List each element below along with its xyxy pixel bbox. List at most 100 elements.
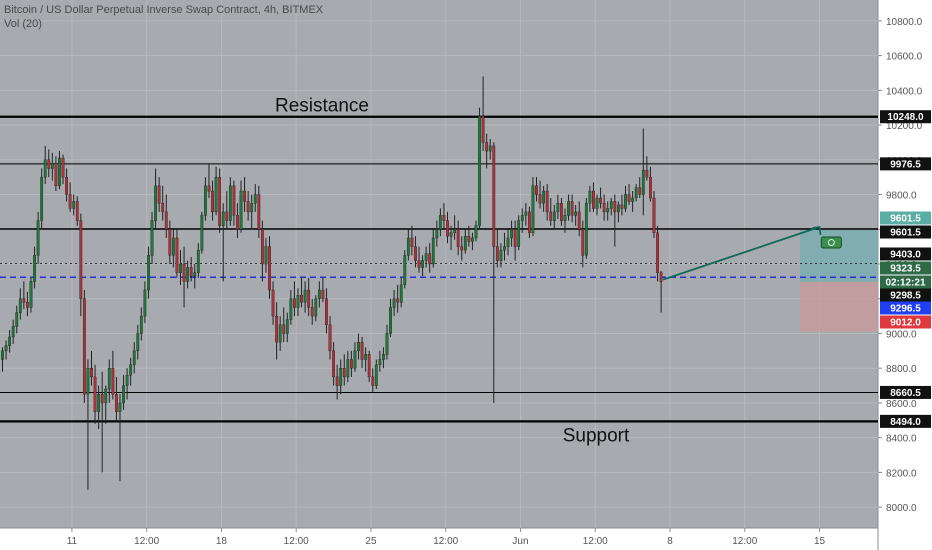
candle-body	[403, 255, 407, 286]
candle-body	[503, 246, 506, 251]
candle-body	[132, 350, 136, 365]
candle-body	[442, 215, 446, 221]
candle-body	[143, 289, 147, 317]
candle-body	[200, 215, 204, 251]
price-badge	[880, 261, 931, 275]
candle-body	[243, 190, 246, 202]
candle-body	[453, 229, 457, 233]
candle-body	[367, 354, 371, 378]
candle-body	[385, 333, 389, 355]
dollar-bill-icon	[820, 236, 842, 249]
candle-body	[438, 215, 442, 230]
candle-body	[335, 376, 339, 386]
candle-body	[125, 374, 129, 386]
x-tick-label: 8	[667, 536, 673, 547]
price-badge-label: 9296.5	[890, 304, 921, 315]
price-badge	[880, 225, 931, 239]
candle-body	[641, 170, 645, 195]
candle-body	[556, 203, 560, 213]
candle-body	[228, 185, 232, 221]
candle-body	[193, 272, 197, 277]
candle-body	[374, 364, 378, 386]
candle-body	[510, 229, 513, 239]
y-tick-label: 8200.0	[886, 468, 917, 479]
price-badge-label: 02:12:21	[885, 278, 925, 289]
candle-body	[631, 197, 635, 202]
candle-body	[11, 326, 15, 338]
candle-body	[54, 163, 58, 187]
time-axis-background	[0, 528, 878, 550]
y-tick-label: 8600.0	[886, 399, 917, 410]
candle-body	[342, 368, 346, 378]
candle-body	[535, 185, 538, 195]
price-badge	[880, 110, 931, 124]
candle-body	[606, 208, 610, 213]
candle-body	[332, 350, 335, 378]
candle-body	[211, 190, 214, 213]
candle-body	[446, 220, 449, 237]
candles	[1, 76, 663, 490]
candle-body	[495, 246, 499, 261]
candle-body	[624, 194, 627, 209]
y-tick-label: 10600.0	[886, 52, 923, 63]
price-badge-label: 9403.0	[890, 250, 921, 261]
candle-body	[485, 142, 489, 152]
price-badge-label: 9323.5	[890, 264, 921, 275]
candle-body	[574, 211, 578, 216]
candle-body	[463, 236, 467, 251]
price-axis-background	[878, 0, 932, 550]
candle-body	[147, 255, 150, 291]
candle-body	[549, 211, 553, 221]
candle-body	[513, 229, 517, 247]
candle-body	[22, 298, 26, 303]
candle-body	[467, 236, 471, 242]
candle-body	[656, 232, 659, 273]
candle-body	[570, 201, 574, 216]
grid	[0, 0, 878, 528]
candle-body	[588, 190, 592, 204]
price-badge-label: 10248.0	[887, 112, 924, 123]
candle-body	[72, 201, 76, 209]
candle-body	[29, 281, 33, 308]
candle-body	[282, 324, 286, 334]
candle-body	[357, 341, 360, 352]
candle-body	[456, 229, 460, 247]
candle-body	[179, 263, 182, 273]
candle-body	[293, 298, 296, 308]
candle-body	[175, 237, 179, 273]
candle-body	[599, 197, 602, 204]
candle-body	[613, 201, 617, 213]
candle-body	[307, 289, 311, 308]
candle-body	[435, 229, 439, 239]
candle-body	[168, 229, 172, 256]
candle-body	[652, 197, 656, 233]
candle-body	[478, 116, 481, 226]
candle-body	[8, 336, 12, 346]
candle-body	[189, 267, 193, 277]
candle-body	[595, 197, 599, 209]
y-tick-label: 10400.0	[886, 86, 923, 97]
candle-body	[75, 201, 79, 221]
candle-body	[406, 237, 410, 256]
candle-body	[1, 350, 4, 360]
candle-body	[43, 159, 47, 178]
candle-body	[58, 157, 61, 187]
candle-body	[492, 145, 496, 247]
candle-body	[82, 298, 86, 395]
candle-body	[204, 185, 207, 216]
price-badge	[880, 315, 931, 329]
price-badge	[880, 414, 931, 428]
candle-body	[460, 246, 464, 251]
x-tick-label: 12:00	[284, 536, 309, 547]
candle-body	[65, 176, 68, 195]
candle-body	[68, 194, 72, 209]
x-tick-label: 18	[216, 536, 228, 547]
candle-body	[353, 350, 357, 369]
candle-body	[431, 237, 435, 265]
candle-body	[325, 298, 328, 325]
candle-body	[542, 190, 546, 204]
candle-body	[61, 157, 65, 178]
y-tick-label: 10200.0	[886, 121, 923, 132]
price-badge-label: 9601.5	[890, 214, 921, 225]
